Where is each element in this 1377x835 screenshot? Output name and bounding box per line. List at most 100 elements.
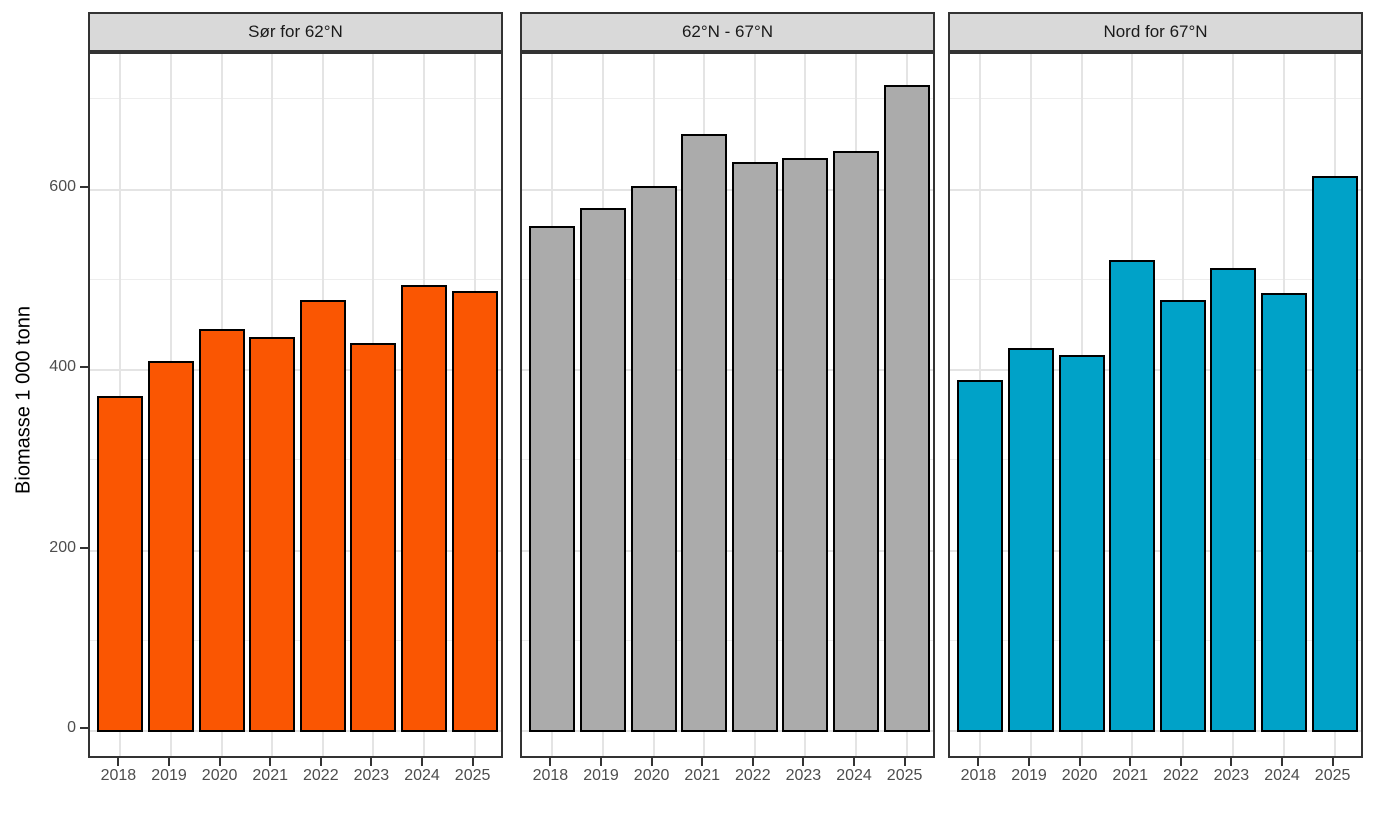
x-tick-label: 2025: [886, 767, 923, 784]
x-tick-mark: [802, 758, 805, 766]
bar-2022: [731, 162, 778, 732]
bar-2025: [451, 291, 498, 732]
gridline-minor: [950, 639, 1361, 641]
x-tick-mark: [1028, 758, 1030, 766]
facet-strip: Nord for 67°N: [948, 12, 1363, 52]
x-tick-label: 2024: [404, 767, 440, 784]
facet-strip: 62°N - 67°N: [520, 12, 935, 52]
x-tick-label: 2019: [151, 767, 187, 784]
bar-2023: [1210, 267, 1257, 732]
x-tick-label: 2022: [1163, 767, 1199, 784]
bar-2021: [249, 336, 296, 732]
bar-2020: [198, 329, 245, 732]
gridline-major: [90, 188, 501, 191]
bar-2023: [350, 342, 397, 732]
x-tick-label: 2023: [785, 767, 822, 784]
x-tick-mark: [853, 758, 855, 766]
x-tick-label: 2025: [1314, 767, 1351, 784]
x-tick-label: 2019: [583, 767, 619, 784]
bar-2018: [97, 396, 144, 732]
gridline-major: [522, 549, 933, 552]
bar-2025: [883, 84, 930, 732]
bar-2022: [299, 299, 346, 732]
gridline-major: [90, 549, 501, 552]
gridline-minor: [950, 459, 1361, 461]
y-tick-mark: [80, 185, 88, 188]
facet-strip-label: 62°N - 67°N: [681, 22, 774, 41]
x-tick-label: 2021: [252, 767, 288, 784]
x-tick-label: 2022: [303, 767, 339, 784]
x-tick-label: 2024: [836, 767, 872, 784]
x-tick-mark: [701, 758, 704, 766]
x-tick-label: 2023: [1213, 767, 1250, 784]
bar-2019: [580, 207, 626, 732]
x-tick-label: 2024: [1264, 767, 1300, 784]
gridline-minor: [522, 639, 933, 641]
gridline-major: [950, 369, 1361, 371]
facet-panel: [88, 52, 503, 758]
facet-strip-label: Sør for 62°N: [248, 22, 343, 41]
x-tick-mark: [1179, 758, 1182, 766]
gridline-major: [522, 188, 933, 191]
gridline-major: [950, 549, 1361, 552]
x-tick-mark: [977, 758, 980, 766]
x-tick-mark: [1078, 758, 1081, 766]
y-tick-mark: [80, 366, 88, 368]
x-tick-label: 2020: [1061, 767, 1098, 784]
x-tick-label: 2025: [454, 767, 491, 784]
bar-2020: [1058, 354, 1105, 732]
gridline-minor: [950, 98, 1361, 100]
x-tick-label: 2022: [735, 767, 771, 784]
facet-panel: [520, 52, 935, 758]
gridline-minor: [90, 98, 501, 100]
x-tick-mark: [168, 758, 170, 766]
x-tick-mark: [549, 758, 552, 766]
x-tick-mark: [1331, 758, 1334, 766]
y-tick-mark: [80, 727, 88, 729]
y-axis-title: Biomasse 1 000 tonn: [12, 306, 35, 494]
bar-2023: [782, 157, 829, 732]
x-tick-mark: [269, 758, 272, 766]
bar-2020: [630, 185, 677, 732]
x-tick-label: 2021: [1112, 767, 1148, 784]
x-tick-mark: [1129, 758, 1132, 766]
x-tick-label: 2020: [633, 767, 670, 784]
y-tick-label: 600: [49, 177, 76, 195]
x-tick-label: 2019: [1011, 767, 1047, 784]
bar-2019: [148, 360, 194, 732]
bar-2024: [833, 150, 879, 732]
bar-2019: [1008, 348, 1054, 732]
gridline-major: [90, 730, 501, 732]
gridline-minor: [522, 459, 933, 461]
x-tick-mark: [600, 758, 602, 766]
bar-2018: [957, 379, 1004, 732]
gridline-major: [522, 369, 933, 371]
y-tick-mark: [80, 546, 88, 549]
gridline-minor: [90, 459, 501, 461]
x-tick-mark: [471, 758, 474, 766]
y-tick-label: 0: [67, 719, 76, 736]
bar-2025: [1311, 175, 1358, 732]
x-tick-mark: [1230, 758, 1233, 766]
gridline-major: [950, 188, 1361, 191]
x-tick-mark: [117, 758, 120, 766]
x-tick-label: 2018: [100, 767, 137, 784]
x-tick-label: 2023: [353, 767, 390, 784]
bar-2018: [529, 226, 576, 732]
gridline-major: [522, 730, 933, 732]
y-tick-label: 400: [49, 358, 76, 375]
gridline-major: [90, 369, 501, 371]
y-tick-label: 200: [49, 538, 76, 556]
x-tick-mark: [319, 758, 322, 766]
bar-2021: [1109, 259, 1156, 732]
gridline-minor: [90, 278, 501, 280]
facet-strip: Sør for 62°N: [88, 12, 503, 52]
bar-2022: [1159, 299, 1206, 732]
gridline-minor: [90, 639, 501, 641]
gridline-minor: [522, 278, 933, 280]
x-tick-mark: [421, 758, 423, 766]
facet-strip-label: Nord for 67°N: [1103, 22, 1208, 41]
facet-panel: [948, 52, 1363, 758]
x-tick-label: 2018: [960, 767, 997, 784]
